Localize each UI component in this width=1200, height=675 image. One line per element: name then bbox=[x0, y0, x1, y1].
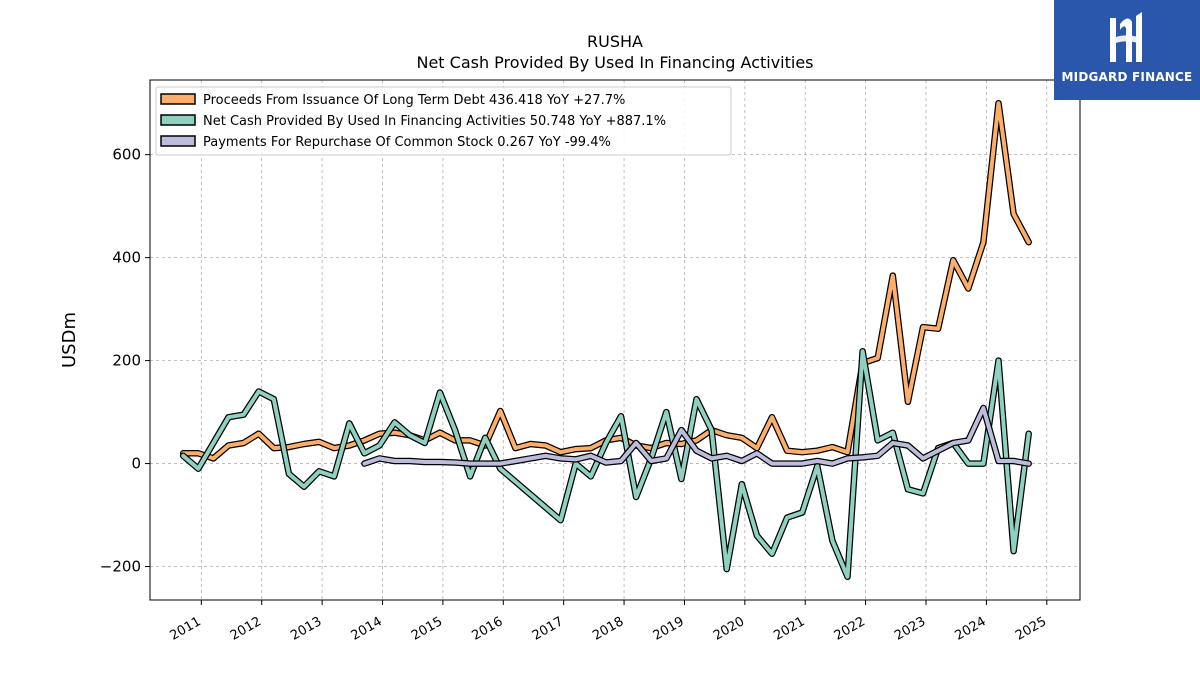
x-tick-label: 2014 bbox=[349, 614, 385, 644]
plot-area-frame bbox=[149, 79, 1081, 601]
y-axis-ticks: −200 0 200 400 600 bbox=[100, 146, 150, 576]
x-tick-label: 2021 bbox=[771, 614, 807, 644]
y-tick-label: 400 bbox=[112, 249, 141, 267]
x-tick-label: 2022 bbox=[832, 614, 868, 644]
y-tick-label: 600 bbox=[112, 146, 141, 164]
legend-box bbox=[155, 86, 732, 156]
x-axis-ticks: 2011 2012 2013 2014 2015 2016 2017 2018 2019 2020… bbox=[168, 600, 1049, 644]
x-tick-label: 2013 bbox=[288, 614, 324, 644]
grid bbox=[150, 80, 1080, 600]
legend-entry-label: Payments For Repurchase Of Common Stock … bbox=[203, 135, 611, 150]
x-tick-label: 2024 bbox=[953, 614, 989, 644]
legend-entry-label: Net Cash Provided By Used In Financing A… bbox=[203, 114, 666, 129]
logo-text: MIDGARD FINANCE bbox=[1061, 70, 1193, 84]
legend-swatch bbox=[160, 135, 196, 147]
y-tick-label: −200 bbox=[100, 558, 141, 576]
x-tick-label: 2011 bbox=[168, 614, 204, 644]
legend-swatch bbox=[160, 93, 196, 105]
series-lines bbox=[179, 99, 1032, 581]
x-tick-label: 2018 bbox=[590, 614, 626, 644]
y-tick-label: 200 bbox=[112, 352, 141, 370]
x-tick-label: 2020 bbox=[711, 614, 747, 644]
x-tick-label: 2017 bbox=[530, 614, 566, 644]
x-tick-label: 2025 bbox=[1013, 614, 1049, 644]
series-0-outline bbox=[179, 99, 1032, 462]
series-0-line bbox=[181, 101, 1031, 461]
legend-entry-label: Proceeds From Issuance Of Long Term Debt… bbox=[203, 93, 625, 108]
chart-subtitle: Net Cash Provided By Used In Financing A… bbox=[416, 53, 813, 72]
x-tick-label: 2019 bbox=[651, 614, 687, 644]
midgard-logo-icon bbox=[1110, 12, 1142, 63]
series-2-line bbox=[362, 406, 1031, 466]
x-tick-label: 2023 bbox=[892, 614, 928, 644]
x-tick-label: 2015 bbox=[409, 614, 445, 644]
x-tick-label: 2012 bbox=[228, 614, 264, 644]
y-axis-label: USDm bbox=[59, 312, 80, 368]
legend: Proceeds From Issuance Of Long Term Debt… bbox=[155, 86, 732, 156]
y-tick-label: 0 bbox=[131, 455, 141, 473]
chart-title: RUSHA bbox=[587, 32, 643, 51]
legend-swatch bbox=[160, 114, 196, 126]
x-tick-label: 2016 bbox=[469, 614, 505, 644]
midgard-finance-logo: MIDGARD FINANCE bbox=[1054, 0, 1200, 100]
